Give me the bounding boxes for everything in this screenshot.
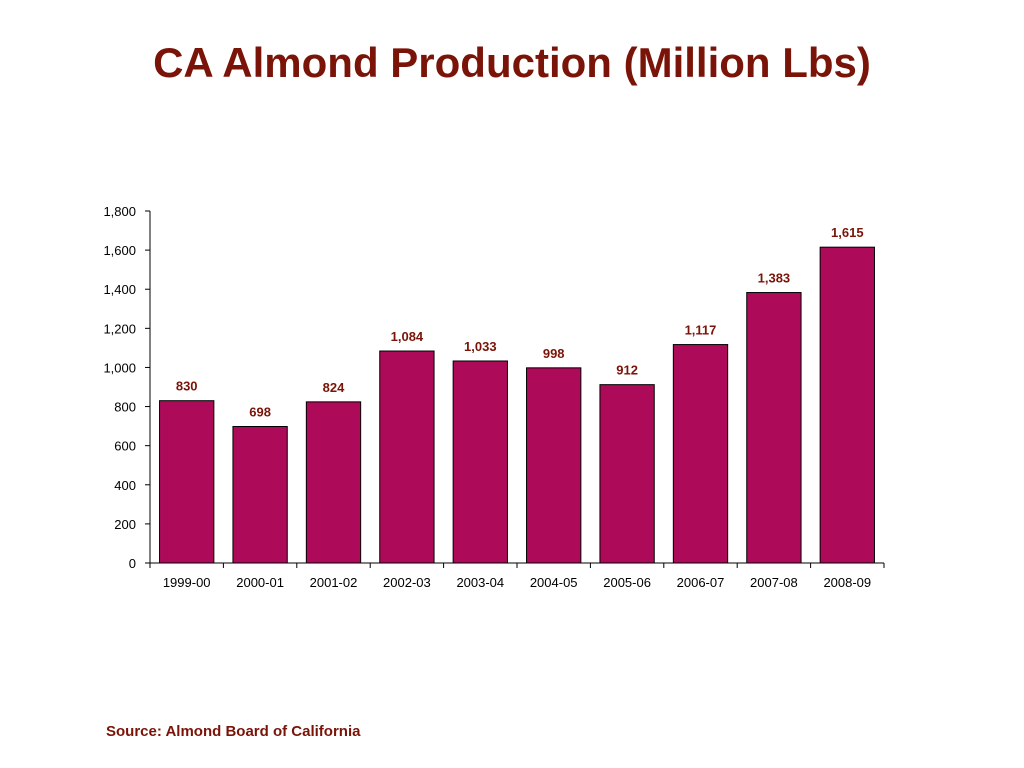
y-tick-label: 1,000 xyxy=(103,360,136,375)
bar xyxy=(452,360,508,564)
data-label: 824 xyxy=(323,380,345,395)
y-tick-label: 1,600 xyxy=(103,243,136,258)
data-label: 1,084 xyxy=(391,329,424,344)
x-tick-label: 2000-01 xyxy=(236,575,284,590)
x-tick-label: 2001-02 xyxy=(310,575,358,590)
y-tick-label: 1,400 xyxy=(103,282,136,297)
data-label: 1,033 xyxy=(464,339,497,354)
x-tick-label: 2007-08 xyxy=(750,575,798,590)
y-tick-label: 200 xyxy=(114,517,136,532)
bar xyxy=(819,246,875,564)
bar xyxy=(526,367,582,564)
data-label: 698 xyxy=(249,405,271,420)
y-tick-label: 400 xyxy=(114,478,136,493)
data-label: 912 xyxy=(616,363,638,378)
bar xyxy=(232,426,288,564)
y-tick-label: 800 xyxy=(114,400,136,415)
bar xyxy=(159,400,215,564)
bar xyxy=(379,350,435,564)
slide-title: CA Almond Production (Million Lbs) xyxy=(153,39,871,86)
x-tick-label: 2008-09 xyxy=(823,575,871,590)
data-label: 830 xyxy=(176,379,198,394)
source-note: Source: Almond Board of California xyxy=(106,723,361,740)
x-tick-label: 2004-05 xyxy=(530,575,578,590)
bar xyxy=(672,344,729,564)
y-tick-label: 600 xyxy=(114,439,136,454)
bar xyxy=(746,292,802,564)
y-tick-label: 0 xyxy=(129,556,136,571)
x-tick-label: 2003-04 xyxy=(456,575,504,590)
y-tick-label: 1,800 xyxy=(103,204,136,219)
data-label: 998 xyxy=(543,346,565,361)
x-tick-label: 2006-07 xyxy=(677,575,725,590)
x-tick-label: 2005-06 xyxy=(603,575,651,590)
y-tick-label: 1,200 xyxy=(103,321,136,336)
bar xyxy=(599,384,655,564)
x-tick-label: 2002-03 xyxy=(383,575,431,590)
data-label: 1,615 xyxy=(831,225,864,240)
data-label: 1,383 xyxy=(758,271,791,286)
data-label: 1,117 xyxy=(685,323,717,338)
x-tick-label: 1999-00 xyxy=(163,575,211,590)
bar xyxy=(305,401,362,564)
